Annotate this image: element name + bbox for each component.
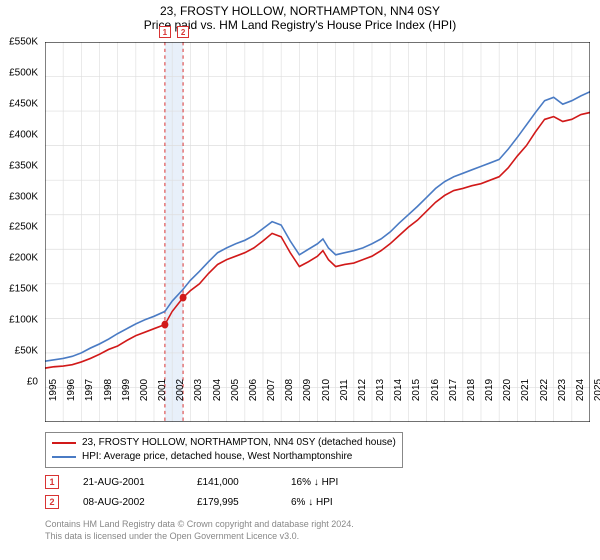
legend-item: 23, FROSTY HOLLOW, NORTHAMPTON, NN4 0SY … [52,436,396,450]
x-tick-label: 2006 [248,379,259,401]
sale-price: £141,000 [197,477,267,488]
y-tick-label: £450K [9,98,38,109]
x-tick-label: 2014 [393,379,404,401]
legend-swatch [52,442,76,444]
y-tick-label: £0 [27,377,38,388]
y-tick-label: £150K [9,284,38,295]
y-tick-label: £200K [9,253,38,264]
sales-table: 1 21-AUG-2001 £141,000 16% ↓ HPI 2 08-AUG-200… [45,472,381,512]
x-tick-label: 2008 [284,379,295,401]
y-tick-label: £350K [9,160,38,171]
footer-line-2: This data is licensed under the Open Gov… [45,530,354,542]
x-tick-label: 2005 [230,379,241,401]
x-tick-label: 2010 [321,379,332,401]
sale-marker-badge: 1 [159,26,171,38]
chart-container: 23, FROSTY HOLLOW, NORTHAMPTON, NN4 0SY … [0,0,600,560]
x-tick-label: 2019 [484,379,495,401]
sale-badge: 1 [45,475,59,489]
sale-diff: 16% ↓ HPI [291,477,381,488]
x-tick-label: 2004 [212,379,223,401]
title-block: 23, FROSTY HOLLOW, NORTHAMPTON, NN4 0SY … [0,0,600,32]
x-tick-label: 2015 [411,379,422,401]
sale-price: £179,995 [197,497,267,508]
x-tick-label: 2016 [430,379,441,401]
y-tick-label: £300K [9,191,38,202]
legend: 23, FROSTY HOLLOW, NORTHAMPTON, NN4 0SY … [45,432,403,468]
sale-row: 2 08-AUG-2002 £179,995 6% ↓ HPI [45,492,381,512]
x-tick-label: 1995 [48,379,59,401]
chart-title: 23, FROSTY HOLLOW, NORTHAMPTON, NN4 0SY [0,4,600,18]
plot-area: 12 [45,42,590,422]
x-tick-label: 2021 [520,379,531,401]
x-tick-label: 2020 [502,379,513,401]
sale-date: 08-AUG-2002 [83,497,173,508]
x-tick-label: 2012 [357,379,368,401]
y-tick-label: £400K [9,129,38,140]
sale-date: 21-AUG-2001 [83,477,173,488]
y-axis-labels: £0 £50K £100K £150K £200K £250K £300K £350K £400… [0,42,42,422]
legend-item: HPI: Average price, detached house, West… [52,450,396,464]
license-footer: Contains HM Land Registry data © Crown c… [45,518,354,542]
sale-diff: 6% ↓ HPI [291,497,381,508]
sale-badge: 2 [45,495,59,509]
legend-label: HPI: Average price, detached house, West… [82,450,352,464]
x-tick-label: 1999 [121,379,132,401]
x-tick-label: 2011 [339,379,350,401]
sale-marker-badge: 2 [177,26,189,38]
x-tick-label: 2002 [175,379,186,401]
chart-svg [45,42,590,422]
x-tick-label: 2003 [193,379,204,401]
footer-line-1: Contains HM Land Registry data © Crown c… [45,518,354,530]
x-tick-label: 2025 [593,379,600,401]
chart-subtitle: Price paid vs. HM Land Registry's House … [0,18,600,32]
x-tick-label: 2001 [157,379,168,401]
legend-label: 23, FROSTY HOLLOW, NORTHAMPTON, NN4 0SY … [82,436,396,450]
x-tick-label: 2013 [375,379,386,401]
y-tick-label: £100K [9,315,38,326]
x-tick-label: 1998 [103,379,114,401]
x-axis-labels: 1995 1996 1997 1998 1999 2000 2001 2002 2003 2004… [45,382,590,432]
y-tick-label: £550K [9,37,38,48]
x-tick-label: 2009 [302,379,313,401]
x-tick-label: 2017 [448,379,459,401]
x-tick-label: 2018 [466,379,477,401]
x-tick-label: 2024 [575,379,586,401]
y-tick-label: £250K [9,222,38,233]
x-tick-label: 1997 [84,379,95,401]
x-tick-label: 2023 [557,379,568,401]
legend-swatch [52,456,76,458]
y-tick-label: £500K [9,67,38,78]
y-tick-label: £50K [15,346,38,357]
x-tick-label: 1996 [66,379,77,401]
x-tick-label: 2007 [266,379,277,401]
x-tick-label: 2022 [539,379,550,401]
sale-row: 1 21-AUG-2001 £141,000 16% ↓ HPI [45,472,381,492]
x-tick-label: 2000 [139,379,150,401]
